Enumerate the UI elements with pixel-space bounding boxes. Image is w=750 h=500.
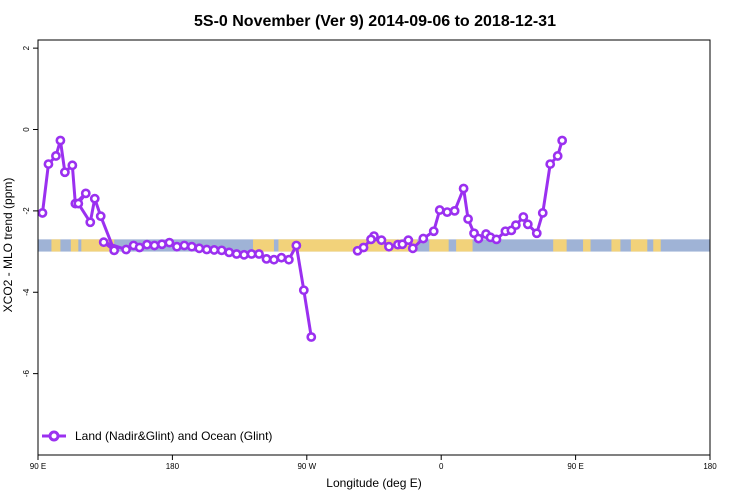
land-band-segment <box>70 239 79 252</box>
data-point <box>557 135 568 146</box>
data-point <box>298 285 309 296</box>
data-point <box>463 214 473 224</box>
data-point <box>531 228 542 239</box>
data-point <box>186 241 197 252</box>
data-point <box>209 245 220 255</box>
data-point <box>216 245 227 256</box>
data-point <box>254 249 264 259</box>
legend-label: Land (Nadir&Glint) and Ocean (Glint) <box>75 429 272 443</box>
x-tick-label: 90 E <box>567 462 583 471</box>
data-point <box>73 198 84 209</box>
land-band-segment <box>278 239 352 252</box>
y-tick-label: -6 <box>22 370 31 378</box>
series-line <box>356 140 564 253</box>
chart-title: 5S-0 November (Ver 9) 2014-09-06 to 2018… <box>194 13 556 30</box>
y-tick-label: 2 <box>22 45 31 50</box>
data-point <box>142 239 152 250</box>
data-point <box>428 226 439 237</box>
data-point <box>473 233 484 244</box>
data-point <box>434 205 445 215</box>
data-point <box>522 219 533 230</box>
data-point <box>407 243 418 254</box>
series-land-ocean <box>37 135 568 342</box>
land-band-segment <box>630 239 648 252</box>
x-axis-label: Longitude (deg E) <box>326 476 421 490</box>
series-line <box>40 138 313 338</box>
x-tick-label: 90 W <box>297 462 316 471</box>
land-band-segment <box>611 239 621 252</box>
data-point <box>545 159 556 169</box>
data-point <box>224 247 235 258</box>
data-point <box>67 160 78 171</box>
data-point <box>89 193 100 204</box>
land-band-segment <box>429 239 449 252</box>
data-point <box>510 220 521 231</box>
data-point <box>194 243 205 254</box>
data-point <box>306 332 317 342</box>
data-point <box>537 208 548 218</box>
land-band-segment <box>51 239 61 252</box>
data-point <box>518 212 529 222</box>
data-point <box>403 235 414 246</box>
data-point <box>239 249 249 260</box>
x-tick-label: 90 E <box>30 462 46 471</box>
data-point <box>121 244 132 255</box>
data-point <box>261 253 272 264</box>
data-point <box>231 249 242 259</box>
data-point <box>449 205 460 216</box>
data-point <box>164 237 175 248</box>
y-axis-label: XCO2 - MLO trend (ppm) <box>1 178 15 313</box>
data-point <box>291 240 302 251</box>
land-band-segment <box>583 239 591 252</box>
data-point <box>376 235 387 246</box>
data-point <box>85 217 96 228</box>
data-point <box>157 239 167 250</box>
data-point <box>55 135 66 146</box>
legend: Land (Nadir&Glint) and Ocean (Glint) <box>42 429 272 443</box>
data-point <box>201 244 212 255</box>
data-point <box>269 254 279 265</box>
y-axis: 2 0 -2 -4 -6 <box>22 45 38 377</box>
data-point <box>149 240 160 251</box>
land-band-segment <box>456 239 473 252</box>
data-point <box>552 151 563 161</box>
data-point <box>98 237 109 248</box>
data-point <box>246 249 257 259</box>
data-point <box>418 233 429 244</box>
legend-marker <box>48 430 60 442</box>
data-point <box>59 167 70 178</box>
data-point <box>276 252 287 263</box>
y-tick-label: -2 <box>22 207 31 215</box>
data-point <box>80 188 91 199</box>
y-tick-label: -4 <box>22 288 31 296</box>
data-point <box>283 254 294 265</box>
x-tick-label: 180 <box>703 462 717 471</box>
y-tick-label: 0 <box>22 127 31 132</box>
data-point <box>51 151 61 161</box>
land-band-segment <box>653 239 661 252</box>
data-point <box>366 234 376 245</box>
data-point <box>37 208 48 218</box>
x-tick-label: 0 <box>439 462 444 471</box>
data-point <box>43 159 54 169</box>
data-point <box>358 242 369 253</box>
plot-frame <box>37 39 711 456</box>
data-point <box>384 241 394 252</box>
x-axis: 90 E 180 90 W 0 90 E 180 <box>30 455 717 471</box>
data-point <box>134 242 145 253</box>
data-point <box>179 240 190 251</box>
data-point <box>171 241 182 252</box>
x-tick-label: 180 <box>166 462 180 471</box>
data-point <box>95 211 106 222</box>
data-point <box>491 234 502 245</box>
land-band-segment <box>553 239 567 252</box>
data-point <box>458 183 469 194</box>
data-point <box>442 207 453 218</box>
data-point <box>109 245 120 256</box>
land-band-segment <box>253 239 274 252</box>
